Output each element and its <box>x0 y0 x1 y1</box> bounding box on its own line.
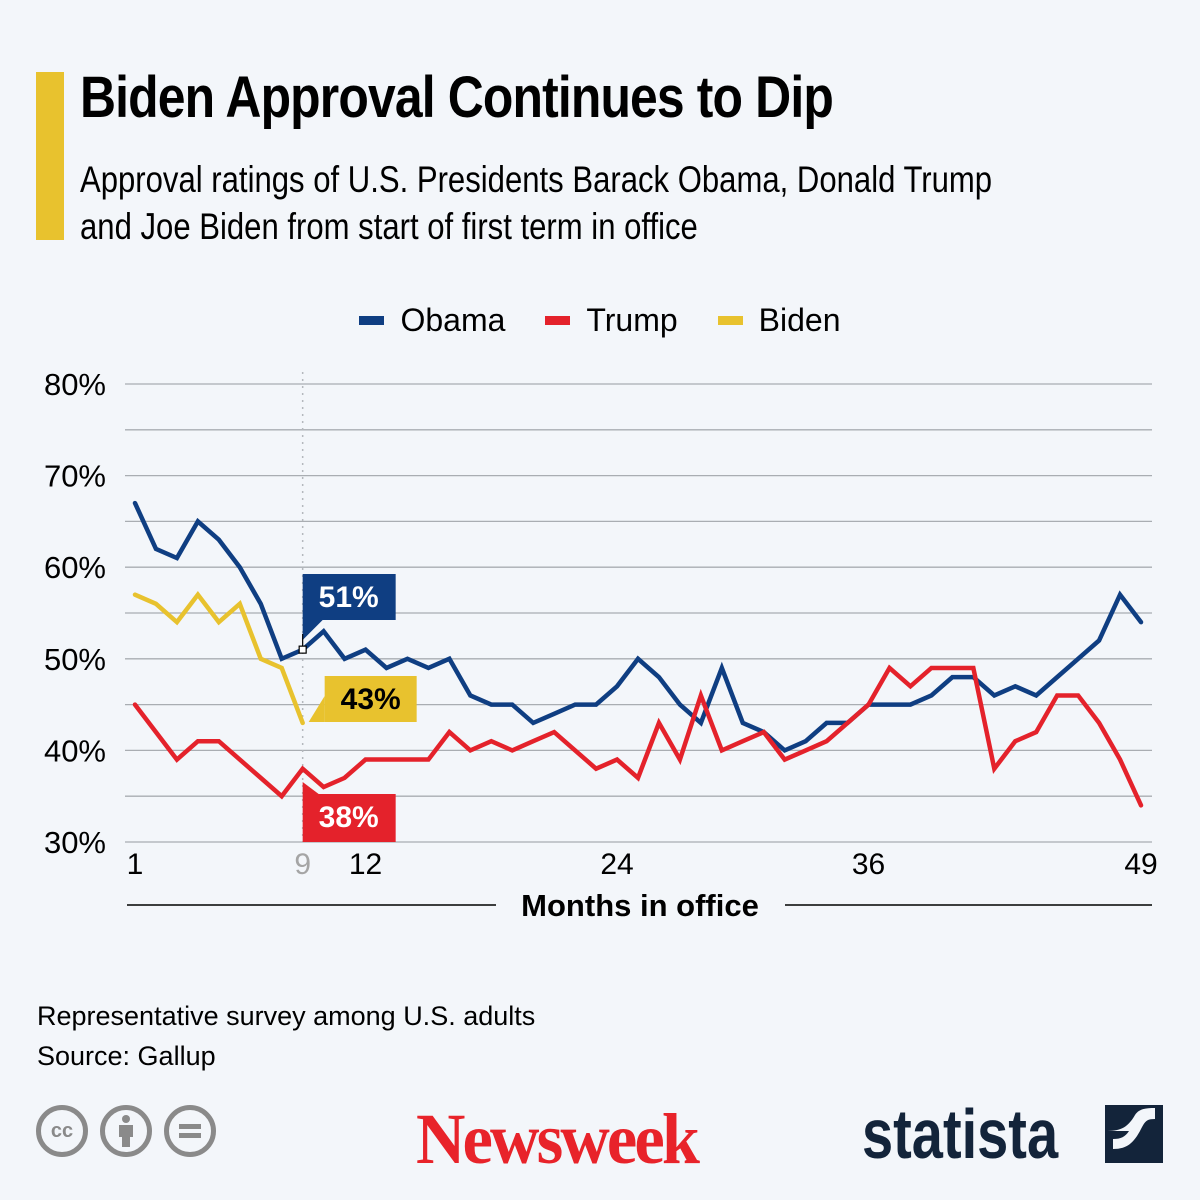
subtitle-line-1: Approval ratings of U.S. Presidents Bara… <box>80 159 993 200</box>
legend-label-trump: Trump <box>586 302 678 338</box>
cc-icon-label: cc <box>50 1119 74 1142</box>
y-axis-ticks: 80% 70% 60% 50% 40% 30% <box>44 367 106 860</box>
annotation-label: 43% <box>341 683 401 716</box>
annotation-pointer <box>302 782 319 794</box>
series-lines <box>132 500 1144 808</box>
statista-wave-glyph <box>1105 1108 1155 1149</box>
newsweek-logo[interactable]: Newsweek <box>416 1099 700 1179</box>
x-tick-label: 36 <box>852 848 885 881</box>
annotation-box <box>324 676 417 722</box>
y-tick-label: 50% <box>44 642 106 677</box>
annotations: 51% 43% 38% <box>298 574 417 842</box>
series-line-obama <box>132 500 1144 754</box>
subtitle-line-2: and Joe Biden from start of first term i… <box>80 206 698 247</box>
y-tick-label: 40% <box>44 733 106 768</box>
annotation-label: 38% <box>319 801 379 834</box>
license-icons: cc <box>36 1105 216 1157</box>
gridlines <box>125 372 1152 843</box>
y-tick-label: 30% <box>44 825 106 860</box>
annotation-label: 51% <box>319 581 379 614</box>
legend-swatch-obama <box>359 316 385 325</box>
legend-label-biden: Biden <box>758 302 841 338</box>
y-tick-label: 80% <box>44 367 106 402</box>
legend-item-biden: Biden <box>717 302 841 339</box>
x-tick-label: 12 <box>349 848 382 881</box>
x-tick-label: 9 <box>294 848 311 881</box>
series-line-trump <box>132 664 1144 808</box>
legend-swatch-biden <box>717 316 743 325</box>
statista-logo-icon <box>1105 1105 1163 1163</box>
x-tick-label: 1 <box>127 848 144 881</box>
cc-icon[interactable]: cc <box>36 1105 88 1157</box>
annotation-box <box>302 574 396 620</box>
annotation-obama: 51% <box>298 574 396 654</box>
statista-logo[interactable]: statista <box>862 1095 1059 1173</box>
chart-subtitle: Approval ratings of U.S. Presidents Bara… <box>80 156 1088 250</box>
x-axis-ticks: 1 9 12 24 36 49 <box>127 848 1158 881</box>
legend-item-trump: Trump <box>545 302 678 339</box>
person-glyph <box>119 1115 133 1147</box>
footer-notes: Representative survey among U.S. adults … <box>37 996 535 1076</box>
line-chart: 80%70%60%50%40%30% 1 9 12 24 36 49 51%43%38% … <box>44 367 1158 923</box>
x-tick-label: 24 <box>600 848 633 881</box>
y-tick-label: 60% <box>44 550 106 585</box>
x-axis-title-group: Months in office <box>127 888 1152 923</box>
attribution-icon[interactable] <box>100 1105 152 1157</box>
no-derivatives-icon[interactable] <box>164 1105 216 1157</box>
survey-note: Representative survey among U.S. adults <box>37 1001 536 1031</box>
x-axis-title: Months in office <box>521 888 759 923</box>
title-accent-bar <box>36 72 64 240</box>
legend-swatch-trump <box>545 316 571 325</box>
chart-title: Biden Approval Continues to Dip <box>80 65 834 130</box>
annotation-trump: 38% <box>302 782 396 842</box>
annotation-biden: 43% <box>308 676 417 722</box>
annotation-marker <box>298 645 307 654</box>
annotation-pointer <box>302 620 323 640</box>
source-note: Source: Gallup <box>37 1041 216 1071</box>
annotation-box <box>302 794 396 842</box>
equals-glyph <box>179 1124 201 1138</box>
legend: Obama Trump Biden <box>0 302 1200 339</box>
x-tick-label: 49 <box>1124 848 1157 881</box>
annotation-pointer <box>308 696 325 722</box>
legend-item-obama: Obama <box>359 302 505 339</box>
y-tick-label: 70% <box>44 459 106 494</box>
legend-label-obama: Obama <box>400 302 506 338</box>
